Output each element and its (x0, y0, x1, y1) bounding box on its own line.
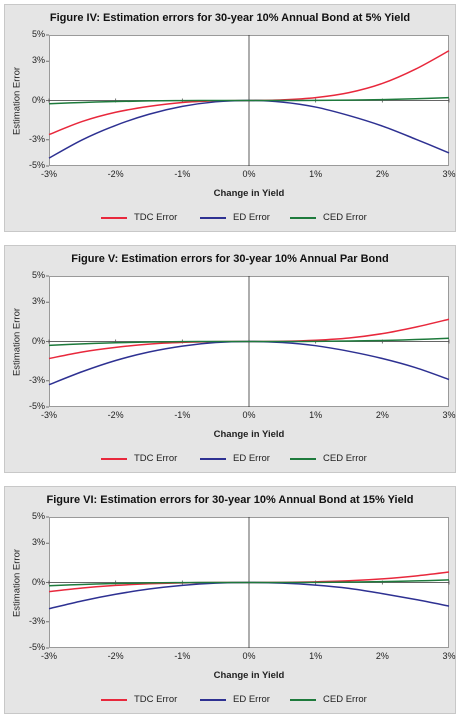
x-tick-label: -3% (40, 651, 57, 661)
chart-panel-2: Figure V: Estimation errors for 30-year … (4, 245, 456, 473)
x-tick-label: 1% (309, 169, 323, 179)
legend-label: TDC Error (134, 453, 178, 464)
legend-label: TDC Error (134, 212, 178, 223)
legend-item-ced: CED Error (290, 212, 367, 223)
chart-svg (46, 34, 450, 167)
series-line-ced (48, 96, 450, 105)
x-tick-label: -2% (107, 169, 124, 179)
x-tick-label: -1% (174, 651, 191, 661)
legend-swatch (101, 698, 127, 701)
y-tick-label: -5% (28, 160, 45, 170)
chart-svg (46, 275, 450, 408)
y-tick-label: 3% (31, 537, 45, 548)
x-tick-label: 1% (309, 410, 323, 420)
legend-swatch (200, 698, 226, 701)
chart-panel-1: Figure IV: Estimation errors for 30-year… (4, 4, 456, 232)
series-line-ced (48, 337, 450, 347)
legend-swatch (290, 698, 316, 701)
legend-swatch (101, 216, 127, 219)
y-tick-label: -5% (28, 642, 45, 652)
legend-label: ED Error (233, 694, 270, 705)
x-tick-label: 2% (375, 169, 389, 179)
legend-swatch (101, 457, 127, 460)
legend-item-ed: ED Error (200, 694, 270, 705)
chart-title: Figure V: Estimation errors for 30-year … (71, 253, 389, 265)
x-axis-label: Change in Yield (213, 429, 285, 440)
y-tick-label: -3% (28, 133, 45, 144)
y-tick-label: -3% (28, 374, 45, 385)
y-tick-label: -3% (28, 615, 45, 626)
legend-label: ED Error (233, 212, 270, 223)
chart-title: Figure VI: Estimation errors for 30-year… (46, 494, 414, 506)
series-line-ced (48, 579, 450, 587)
legend-label: CED Error (323, 212, 367, 223)
x-tick-label: -1% (174, 169, 191, 179)
x-tick-label: 3% (442, 169, 456, 179)
y-tick-label: 3% (31, 296, 45, 307)
y-tick-label: 0% (31, 335, 45, 346)
legend-item-ed: ED Error (200, 453, 270, 464)
x-tick-label: 1% (309, 651, 323, 661)
x-tick-label: 0% (242, 651, 256, 661)
x-axis-label: Change in Yield (213, 670, 285, 681)
y-tick-label: 5% (31, 270, 45, 280)
x-axis-label: Change in Yield (213, 188, 285, 199)
y-tick-label: 5% (31, 29, 45, 39)
legend-swatch (200, 216, 226, 219)
legend-item-ed: ED Error (200, 212, 270, 223)
y-tick-label: 0% (31, 576, 45, 587)
y-tick-label: -5% (28, 401, 45, 411)
x-tick-label: 3% (442, 651, 456, 661)
x-tick-label: 2% (375, 651, 389, 661)
x-tick-label: -2% (107, 410, 124, 420)
x-tick-label: -2% (107, 651, 124, 661)
legend-label: TDC Error (134, 694, 178, 705)
legend-item-tdc: TDC Error (101, 212, 177, 223)
legend-swatch (200, 457, 226, 460)
x-tick-label: 2% (375, 410, 389, 420)
x-tick-label: 0% (242, 410, 256, 420)
legend-item-tdc: TDC Error (101, 694, 177, 705)
x-tick-label: -1% (174, 410, 191, 420)
x-tick-label: 3% (442, 410, 456, 420)
chart-title: Figure IV: Estimation errors for 30-year… (49, 12, 411, 24)
legend-item-tdc: TDC Error (101, 453, 177, 464)
chart-panel-3: Figure VI: Estimation errors for 30-year… (4, 486, 456, 714)
legend-item-ced: CED Error (290, 694, 367, 705)
x-tick-label: -3% (40, 410, 57, 420)
x-tick-label: 0% (242, 169, 256, 179)
chart-svg (46, 516, 450, 649)
legend-swatch (290, 216, 316, 219)
legend-label: CED Error (323, 694, 367, 705)
legend-swatch (290, 457, 316, 460)
legend-label: ED Error (233, 453, 270, 464)
y-tick-label: 0% (31, 94, 45, 105)
y-tick-label: 3% (31, 55, 45, 66)
y-tick-label: 5% (31, 511, 45, 521)
legend-item-ced: CED Error (290, 453, 367, 464)
legend-label: CED Error (323, 453, 367, 464)
x-tick-label: -3% (40, 169, 57, 179)
